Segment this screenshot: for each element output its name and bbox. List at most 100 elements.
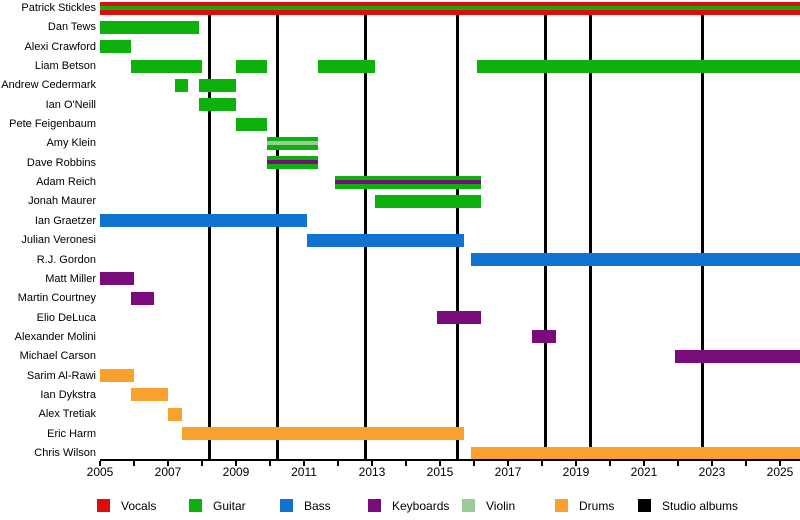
member-label: Chris Wilson (34, 447, 96, 459)
studio-album-line (589, 2, 592, 460)
x-axis-tick (235, 461, 237, 466)
x-axis-tick-label: 2013 (358, 465, 386, 479)
legend-label: Vocals (121, 499, 157, 513)
studio-album-line (701, 2, 704, 460)
member-label: Pete Feigenbaum (9, 118, 96, 130)
member-label: Sarim Al-Rawi (26, 370, 96, 382)
member-label: Patrick Stickles (21, 2, 96, 14)
member-label: R.J. Gordon (36, 254, 96, 266)
member-label: Ian Dykstra (40, 389, 96, 401)
studio-album-line (208, 2, 211, 460)
studio-album-line (276, 2, 279, 460)
x-axis-tick (779, 461, 781, 466)
timeline-bar (375, 195, 481, 208)
timeline-bar (236, 60, 267, 73)
member-label: Alexander Molini (14, 331, 96, 343)
member-label: Jonah Maurer (28, 195, 96, 207)
timeline-bar (267, 137, 318, 150)
timeline-bar (100, 2, 800, 15)
member-label: Matt Miller (45, 273, 96, 285)
x-axis-tick (99, 461, 101, 466)
x-axis-tick-label: 2019 (562, 465, 590, 479)
legend-swatch-violin (462, 499, 475, 512)
legend-swatch-drums (555, 499, 568, 512)
studio-album-line (456, 2, 459, 460)
timeline-bar (100, 21, 199, 34)
timeline-bar-substripe (335, 180, 481, 184)
timeline-bar (477, 60, 800, 73)
member-label: Michael Carson (19, 350, 96, 362)
x-axis-tick (711, 461, 713, 466)
legend-label: Drums (579, 499, 615, 513)
x-axis-tick (269, 461, 271, 466)
x-axis-tick (541, 461, 543, 466)
x-axis-tick-label: 2011 (291, 465, 317, 479)
timeline-bar (532, 330, 556, 343)
x-axis-tick (371, 461, 373, 466)
x-axis-tick (133, 461, 135, 466)
legend-label: Violin (486, 499, 516, 513)
x-axis-tick-label: 2017 (494, 465, 522, 479)
legend-swatch-studio-albums (638, 499, 651, 512)
member-label: Elio DeLuca (36, 312, 96, 324)
x-axis-tick (439, 461, 441, 466)
member-label: Liam Betson (34, 60, 96, 72)
member-label: Martin Courtney (17, 292, 96, 304)
member-label: Adam Reich (36, 176, 96, 188)
timeline-bar (131, 388, 168, 401)
member-label: Amy Klein (46, 137, 96, 149)
timeline-bar (100, 40, 131, 53)
x-axis-tick (303, 461, 305, 466)
timeline-bar (131, 292, 154, 305)
timeline-bar (471, 253, 800, 266)
x-axis-tick (167, 461, 169, 466)
timeline-bar (675, 350, 800, 363)
x-axis-tick (201, 461, 203, 466)
x-axis-tick (405, 461, 407, 466)
timeline-bar (175, 79, 188, 92)
member-label: Dave Robbins (26, 157, 96, 169)
x-axis-tick-label: 2023 (698, 465, 726, 479)
member-label: Ian Graetzer (34, 215, 96, 227)
x-axis-tick (677, 461, 679, 466)
x-axis-tick (473, 461, 475, 466)
x-axis-tick (575, 461, 577, 466)
x-axis-tick-label: 2015 (426, 465, 454, 479)
member-label: Eric Harm (47, 428, 96, 440)
timeline-bar (267, 156, 318, 169)
x-axis-tick-label: 2009 (222, 465, 250, 479)
timeline-bar (335, 176, 481, 189)
x-axis-tick-label: 2007 (154, 465, 182, 479)
timeline-bar-substripe (267, 141, 318, 145)
member-label: Dan Tews (47, 21, 96, 33)
timeline-bar (168, 408, 182, 421)
timeline-bar (437, 311, 481, 324)
timeline-bar (131, 60, 202, 73)
member-label: Alexi Crawford (24, 41, 96, 53)
timeline-bar (199, 79, 236, 92)
timeline-bar (471, 447, 800, 460)
legend-swatch-vocals (97, 499, 110, 512)
member-label: Alex Tretiak (38, 408, 96, 420)
studio-album-line (544, 2, 547, 460)
x-axis-tick-label: 2021 (630, 465, 658, 479)
legend-label: Bass (304, 499, 331, 513)
timeline-bar (318, 60, 375, 73)
x-axis-line (100, 459, 800, 461)
x-axis-tick (643, 461, 645, 466)
timeline-bar (236, 118, 267, 131)
studio-album-line (364, 2, 367, 460)
member-label: Ian O'Neill (45, 99, 96, 111)
timeline-bar (100, 272, 134, 285)
timeline-bar (307, 234, 464, 247)
legend-label: Keyboards (392, 499, 450, 513)
legend-label: Guitar (213, 499, 246, 513)
x-axis-tick (745, 461, 747, 466)
x-axis-tick (337, 461, 339, 466)
x-axis-tick (609, 461, 611, 466)
timeline-bar (100, 369, 134, 382)
legend-label: Studio albums (662, 499, 739, 513)
x-axis-tick-label: 2025 (766, 465, 794, 479)
timeline-bar (199, 98, 236, 111)
